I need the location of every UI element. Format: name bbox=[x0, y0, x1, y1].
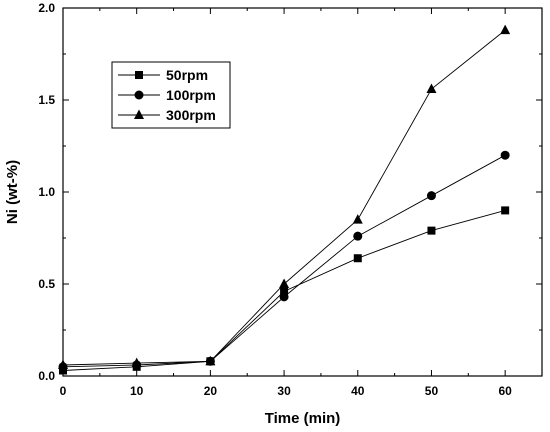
legend-item-300rpm: 300rpm bbox=[118, 107, 216, 123]
legend-item-100rpm: 100rpm bbox=[118, 87, 216, 103]
x-tick-label: 50 bbox=[425, 384, 439, 398]
legend-item-50rpm: 50rpm bbox=[118, 67, 208, 83]
x-tick-label: 0 bbox=[60, 384, 67, 398]
data-point-300rpm bbox=[352, 214, 363, 224]
legend-marker-300rpm bbox=[134, 109, 144, 119]
data-point-100rpm bbox=[426, 191, 436, 201]
data-point-50rpm bbox=[427, 226, 436, 235]
y-tick-label: 0.0 bbox=[38, 369, 55, 383]
series-300rpm bbox=[58, 24, 511, 369]
x-tick-label: 20 bbox=[204, 384, 218, 398]
data-point-100rpm bbox=[279, 292, 289, 302]
y-tick-label: 2.0 bbox=[38, 1, 55, 15]
data-point-300rpm bbox=[131, 357, 142, 368]
legend: 50rpm 100rpm 300rpm bbox=[111, 61, 231, 129]
y-tick-label: 1.0 bbox=[38, 185, 55, 199]
data-point-100rpm bbox=[353, 231, 363, 241]
data-point-300rpm bbox=[58, 359, 68, 369]
y-axis: 0.0 0.5 1.0 1.5 2.0 bbox=[38, 1, 542, 383]
x-tick-label: 30 bbox=[277, 384, 291, 398]
data-point-300rpm bbox=[500, 24, 511, 35]
x-tick-label: 60 bbox=[498, 384, 512, 398]
data-point-50rpm bbox=[280, 287, 289, 296]
legend-marker-50rpm bbox=[135, 71, 143, 79]
data-point-300rpm bbox=[426, 83, 437, 93]
series-100rpm bbox=[58, 150, 510, 372]
y-axis-title: Ni (wt-%) bbox=[4, 160, 21, 224]
x-tick-label: 40 bbox=[351, 384, 365, 398]
legend-label-300rpm: 300rpm bbox=[166, 107, 216, 123]
y-tick-label: 0.5 bbox=[38, 277, 55, 291]
legend-label-50rpm: 50rpm bbox=[166, 67, 208, 83]
data-point-100rpm bbox=[500, 150, 510, 160]
data-point-300rpm bbox=[279, 278, 290, 288]
x-tick-label: 10 bbox=[130, 384, 144, 398]
legend-items: 50rpm 100rpm 300rpm bbox=[118, 67, 216, 123]
x-axis-title: Time (min) bbox=[265, 410, 341, 427]
series-group bbox=[58, 24, 511, 375]
legend-marker-100rpm bbox=[134, 90, 144, 100]
data-point-300rpm bbox=[205, 355, 216, 366]
legend-label-100rpm: 100rpm bbox=[166, 87, 216, 103]
data-point-50rpm bbox=[501, 206, 510, 215]
series-50rpm bbox=[59, 206, 510, 375]
data-point-50rpm bbox=[353, 254, 362, 263]
legend-box bbox=[111, 61, 231, 129]
y-tick-label: 1.5 bbox=[38, 93, 55, 107]
x-axis: 0 10 20 30 40 50 60 bbox=[60, 8, 512, 398]
series-line-100rpm bbox=[62, 154, 506, 368]
